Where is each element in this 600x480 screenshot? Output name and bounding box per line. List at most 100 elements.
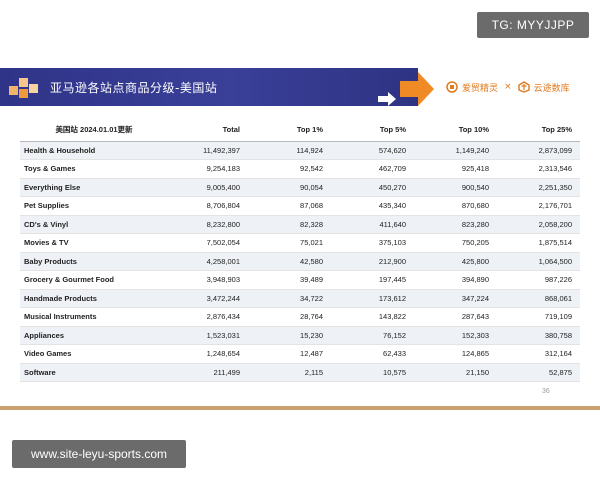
category-cell: CD's & Vinyl [20,215,168,234]
value-cell: 90,054 [248,178,331,197]
ranking-table-container: 美国站 2024.01.01更新 Total Top 1% Top 5% Top… [20,119,580,382]
value-cell: 900,540 [414,178,497,197]
table-row: Software 211,499 2,115 10,575 21,150 52,875 [20,363,580,382]
header-top5: Top 5% [331,119,414,142]
value-cell: 375,103 [331,233,414,253]
category-cell: Everything Else [20,178,168,197]
value-cell: 425,800 [414,252,497,271]
table-row: Baby Products 4,258,001 42,580 212,900 425,8… [20,252,580,271]
value-cell: 925,418 [414,159,497,179]
value-cell: 8,706,804 [168,196,248,216]
watermark-tag: TG: MYYJJPP [477,12,589,38]
header-total: Total [168,119,248,142]
value-cell: 868,061 [497,289,580,308]
table-row: Grocery & Gourmet Food 3,948,903 39,489 197… [20,270,580,290]
partner-logo-icon [517,81,530,93]
value-cell: 75,021 [248,233,331,253]
value-cell: 287,643 [414,307,497,327]
table-row: Pet Supplies 8,706,804 87,068 435,340 870,68… [20,196,580,216]
table-row: Musical Instruments 2,876,434 28,764 143,82… [20,307,580,327]
value-cell: 76,152 [331,326,414,345]
value-cell: 2,876,434 [168,307,248,327]
category-cell: Software [20,363,168,382]
category-cell: Grocery & Gourmet Food [20,270,168,290]
header-top25: Top 25% [497,119,580,142]
value-cell: 462,709 [331,159,414,179]
category-cell: Musical Instruments [20,307,168,327]
category-cell: Pet Supplies [20,196,168,216]
value-cell: 2,176,701 [497,196,580,216]
table-row: Movies & TV 7,502,054 75,021 375,103 750,205… [20,233,580,253]
table-row: CD's & Vinyl 8,232,800 82,328 411,640 823,28… [20,215,580,234]
watermark-url: www.site-leyu-sports.com [12,440,186,468]
value-cell: 750,205 [414,233,497,253]
value-cell: 143,822 [331,307,414,327]
logo-right-text: 云途数库 [533,83,570,94]
category-cell: Video Games [20,344,168,364]
value-cell: 1,248,654 [168,344,248,364]
value-cell: 42,580 [248,252,331,271]
category-cell: Movies & TV [20,233,168,253]
slide: 亚马逊各站点商品分级-美国站 爱贸精灵 × 云途数库 美国站 2024.01.0… [0,68,600,410]
value-cell: 312,164 [497,344,580,364]
value-cell: 82,328 [248,215,331,234]
value-cell: 152,303 [414,326,497,345]
value-cell: 3,472,244 [168,289,248,308]
value-cell: 15,230 [248,326,331,345]
value-cell: 11,492,397 [168,141,248,160]
value-cell: 2,313,546 [497,159,580,179]
value-cell: 450,270 [331,178,414,197]
value-cell: 10,575 [331,363,414,382]
value-cell: 823,280 [414,215,497,234]
value-cell: 2,251,350 [497,178,580,197]
category-cell: Appliances [20,326,168,345]
slide-bottom-rule [0,406,600,410]
category-cell: Health & Household [20,141,168,160]
value-cell: 124,865 [414,344,497,364]
logo-left-text: 爱贸精灵 [462,83,499,94]
value-cell: 347,224 [414,289,497,308]
header-marketplace: 美国站 2024.01.01更新 [20,119,168,142]
value-cell: 173,612 [331,289,414,308]
value-cell: 211,499 [168,363,248,382]
category-cell: Toys & Games [20,159,168,179]
partner-logos: 爱贸精灵 × 云途数库 [446,76,600,98]
value-cell: 380,758 [497,326,580,345]
category-cell: Handmade Products [20,289,168,308]
value-cell: 574,620 [331,141,414,160]
value-cell: 435,340 [331,196,414,216]
value-cell: 4,258,001 [168,252,248,271]
value-cell: 9,254,183 [168,159,248,179]
value-cell: 411,640 [331,215,414,234]
title-banner: 亚马逊各站点商品分级-美国站 [0,68,418,106]
banner-title: 亚马逊各站点商品分级-美国站 [50,80,218,95]
value-cell: 114,924 [248,141,331,160]
cubes-logo-icon [9,78,38,98]
value-cell: 52,875 [497,363,580,382]
value-cell: 1,064,500 [497,252,580,271]
table-row: Handmade Products 3,472,244 34,722 173,612 3… [20,289,580,308]
value-cell: 987,226 [497,270,580,290]
value-cell: 1,149,240 [414,141,497,160]
table-row: Video Games 1,248,654 12,487 62,433 124,865 3… [20,344,580,364]
table-row: Health & Household 11,492,397 114,924 574,6… [20,141,580,160]
table-row: Toys & Games 9,254,183 92,542 462,709 925,41… [20,159,580,179]
header-top10: Top 10% [414,119,497,142]
arrow-right-icon [378,72,434,106]
value-cell: 2,058,200 [497,215,580,234]
value-cell: 1,875,514 [497,233,580,253]
value-cell: 87,068 [248,196,331,216]
brand-logo-icon [446,81,458,93]
value-cell: 197,445 [331,270,414,290]
value-cell: 2,115 [248,363,331,382]
value-cell: 719,109 [497,307,580,327]
page-number: 36 [542,388,550,395]
value-cell: 3,948,903 [168,270,248,290]
value-cell: 12,487 [248,344,331,364]
value-cell: 21,150 [414,363,497,382]
value-cell: 34,722 [248,289,331,308]
header-top1: Top 1% [248,119,331,142]
value-cell: 62,433 [331,344,414,364]
category-cell: Baby Products [20,252,168,271]
value-cell: 9,005,400 [168,178,248,197]
